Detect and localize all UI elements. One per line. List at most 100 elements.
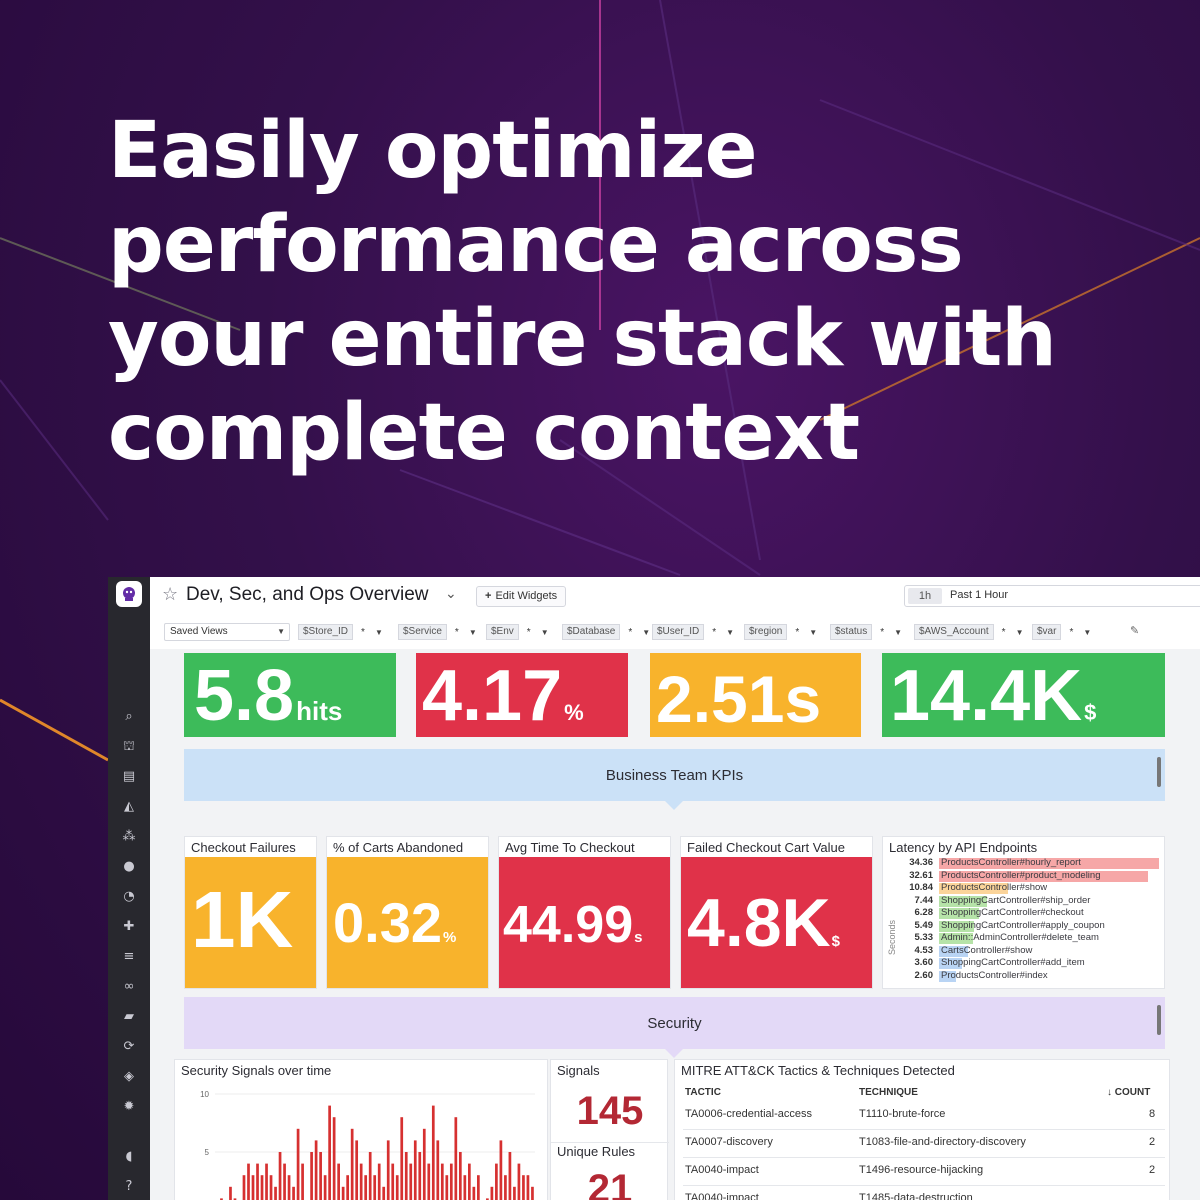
signal-bar[interactable]	[463, 1175, 467, 1200]
template-var[interactable]: $status * ▼	[830, 623, 902, 641]
kpi-tile-revenue[interactable]: 14.4K$	[882, 653, 1165, 737]
pencil-icon[interactable]: ✎	[1130, 624, 1140, 637]
signal-bar[interactable]	[337, 1163, 340, 1200]
template-var[interactable]: $Database * ▼	[562, 623, 650, 641]
signal-bar[interactable]	[314, 1140, 318, 1200]
checkout-failures-widget[interactable]: Checkout Failures 1K	[184, 836, 317, 989]
ci-icon[interactable]: ⟳	[123, 1039, 135, 1054]
technique-header[interactable]: TECHNIQUE	[859, 1087, 918, 1098]
security-group-header[interactable]: Security	[184, 997, 1165, 1058]
edit-widgets-button[interactable]: + Edit Widgets	[476, 586, 567, 607]
signal-bar[interactable]	[440, 1163, 444, 1200]
signal-bar[interactable]	[508, 1152, 512, 1200]
template-var[interactable]: $AWS_Account * ▼	[914, 623, 1024, 641]
signal-bar[interactable]	[513, 1186, 516, 1200]
mitre-table-widget[interactable]: MITRE ATT&CK Tactics & Techniques Detect…	[674, 1059, 1170, 1200]
signal-bar[interactable]	[395, 1175, 399, 1200]
signal-bar[interactable]	[531, 1186, 534, 1200]
latency-row[interactable]: 4.53 CartsController#show	[893, 945, 1173, 957]
signal-bar[interactable]	[355, 1140, 359, 1200]
signal-bar[interactable]	[418, 1152, 422, 1200]
signal-bar[interactable]	[323, 1175, 327, 1200]
table-row[interactable]: TA0007-discovery T1083-file-and-directory…	[683, 1130, 1165, 1158]
chart-icon[interactable]: ◭	[124, 799, 134, 814]
signal-bar[interactable]	[251, 1175, 255, 1200]
signal-bar[interactable]	[422, 1128, 426, 1200]
business-group-header[interactable]: Business Team KPIs	[184, 749, 1165, 810]
kpi-tile-latency[interactable]: 2.51s	[650, 653, 861, 737]
template-var[interactable]: $Env * ▼	[486, 623, 549, 641]
signal-bar[interactable]	[247, 1163, 250, 1200]
signal-bar[interactable]	[260, 1175, 264, 1200]
dashboard-title[interactable]: Dev, Sec, and Ops Overview	[186, 584, 429, 605]
signal-bar[interactable]	[310, 1152, 313, 1200]
signal-bar[interactable]	[287, 1175, 291, 1200]
signal-bar[interactable]	[364, 1175, 368, 1200]
signal-bar[interactable]	[436, 1140, 440, 1200]
signal-bar[interactable]	[458, 1152, 462, 1200]
signal-bar[interactable]	[400, 1117, 404, 1200]
signal-bar[interactable]	[296, 1128, 300, 1200]
latency-row[interactable]: 2.60 ProductsController#index	[893, 970, 1173, 982]
signals-count-widget[interactable]: Signals 145 Unique Rules 21	[550, 1059, 669, 1200]
signal-bar[interactable]	[346, 1175, 350, 1200]
tactic-header[interactable]: TACTIC	[685, 1087, 721, 1098]
signal-bar[interactable]	[477, 1175, 480, 1200]
latency-row[interactable]: 5.49 ShoppingCartController#apply_coupon	[893, 920, 1173, 932]
latency-row[interactable]: 7.44 ShoppingCartController#ship_order	[893, 895, 1173, 907]
signal-bar[interactable]	[269, 1175, 273, 1200]
latency-row[interactable]: 3.60 ShoppingCartController#add_item	[893, 957, 1173, 969]
latency-row[interactable]: 10.84 ProductsController#show	[893, 882, 1173, 894]
signal-bar[interactable]	[386, 1140, 390, 1200]
signal-bar[interactable]	[359, 1163, 363, 1200]
signal-bar[interactable]	[517, 1163, 521, 1200]
count-header[interactable]: ↓ COUNT	[1107, 1087, 1151, 1098]
signal-bar[interactable]	[391, 1163, 395, 1200]
template-var[interactable]: $region * ▼	[744, 623, 817, 641]
time-selector[interactable]: 1h Past 1 Hour	[904, 585, 1200, 607]
binoculars-icon[interactable]: ⛫	[123, 739, 135, 754]
datadog-logo-icon[interactable]	[116, 581, 142, 607]
kpi-tile-hits[interactable]: 5.8hits	[184, 653, 396, 737]
table-row[interactable]: TA0006-credential-access T1110-brute-forc…	[683, 1102, 1165, 1130]
signal-bar[interactable]	[499, 1140, 503, 1200]
signal-bar[interactable]	[278, 1152, 282, 1200]
signal-bar[interactable]	[495, 1163, 498, 1200]
signal-bar[interactable]	[413, 1140, 417, 1200]
latency-row[interactable]: 6.28 ShoppingCartController#checkout	[893, 907, 1173, 919]
logs-icon[interactable]: ≡	[123, 949, 135, 964]
list-icon[interactable]: ▤	[122, 769, 136, 784]
book-icon[interactable]: ▰	[124, 1009, 134, 1024]
signal-bar[interactable]	[449, 1163, 453, 1200]
signal-bar[interactable]	[265, 1163, 268, 1200]
saved-views-select[interactable]: Saved Views ▼	[164, 623, 290, 641]
signal-bar[interactable]	[332, 1117, 336, 1200]
signal-bar[interactable]	[256, 1163, 259, 1200]
avg-time-checkout-widget[interactable]: Avg Time To Checkout 44.99s	[498, 836, 671, 989]
puzzle-icon[interactable]: ✚	[123, 919, 135, 934]
template-var[interactable]: $Store_ID * ▼	[298, 623, 383, 641]
signal-bar[interactable]	[522, 1175, 525, 1200]
template-var[interactable]: $User_ID * ▼	[652, 623, 734, 641]
help-icon[interactable]: ?	[125, 1179, 133, 1194]
signal-bar[interactable]	[233, 1198, 237, 1200]
signal-bar[interactable]	[368, 1152, 372, 1200]
chat-icon[interactable]: ◖	[125, 1149, 133, 1164]
signal-bar[interactable]	[445, 1175, 449, 1200]
latency-toplist-widget[interactable]: Latency by API Endpoints Seconds 34.36 Pr…	[882, 836, 1165, 989]
signal-bar[interactable]	[242, 1175, 246, 1200]
alert-icon[interactable]: ●	[123, 859, 135, 874]
signal-bar[interactable]	[490, 1186, 494, 1200]
signal-bar[interactable]	[341, 1186, 345, 1200]
kpi-tile-error-rate[interactable]: 4.17%	[416, 653, 628, 737]
latency-row[interactable]: 5.33 Admin::AdminController#delete_team	[893, 932, 1173, 944]
shield-icon[interactable]: ◈	[124, 1069, 134, 1084]
signal-bar[interactable]	[472, 1186, 476, 1200]
chevron-down-icon[interactable]: ⌄	[445, 586, 457, 602]
signal-bar[interactable]	[377, 1163, 381, 1200]
signal-bar[interactable]	[504, 1175, 507, 1200]
signal-bar[interactable]	[319, 1152, 322, 1200]
group-resize-handle[interactable]	[1157, 1005, 1161, 1035]
signal-bar[interactable]	[431, 1105, 435, 1200]
signal-bar[interactable]	[486, 1198, 489, 1200]
